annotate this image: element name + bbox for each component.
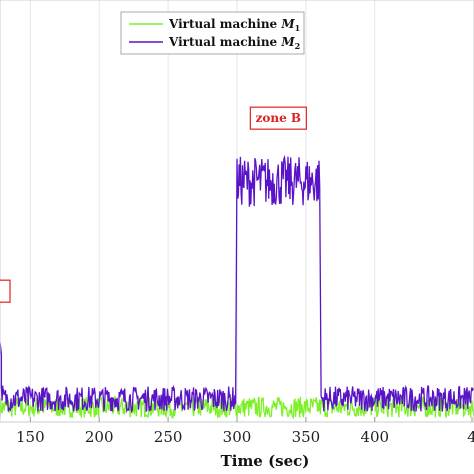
legend-box xyxy=(120,11,305,55)
x-tick-label-3: 300 xyxy=(223,428,252,446)
zone-label-0: zone B xyxy=(256,111,302,125)
zone-box-1 xyxy=(0,279,11,303)
x-tick-label-0: 150 xyxy=(16,428,45,446)
x-axis-title: Time (sec) xyxy=(221,452,310,470)
x-tick-label-6: 4 xyxy=(467,428,474,446)
x-tick-label-4: 350 xyxy=(292,428,321,446)
legend-label-m2: Virtual machine M2 xyxy=(168,35,300,51)
series-lines xyxy=(0,154,474,420)
x-axis-ticks: 150 200 250 300 350 400 4 xyxy=(16,417,474,446)
legend: Virtual machine M1 Virtual machine M2 xyxy=(120,11,305,55)
x-tick-label-5: 400 xyxy=(360,428,389,446)
zone-box-0 xyxy=(249,106,307,130)
x-tick-label-2: 250 xyxy=(154,428,183,446)
x-tick-label-1: 200 xyxy=(85,428,114,446)
legend-label-m1: Virtual machine M1 xyxy=(168,17,300,33)
annotations: zone B xyxy=(0,106,307,303)
series-line-m2 xyxy=(0,154,474,413)
